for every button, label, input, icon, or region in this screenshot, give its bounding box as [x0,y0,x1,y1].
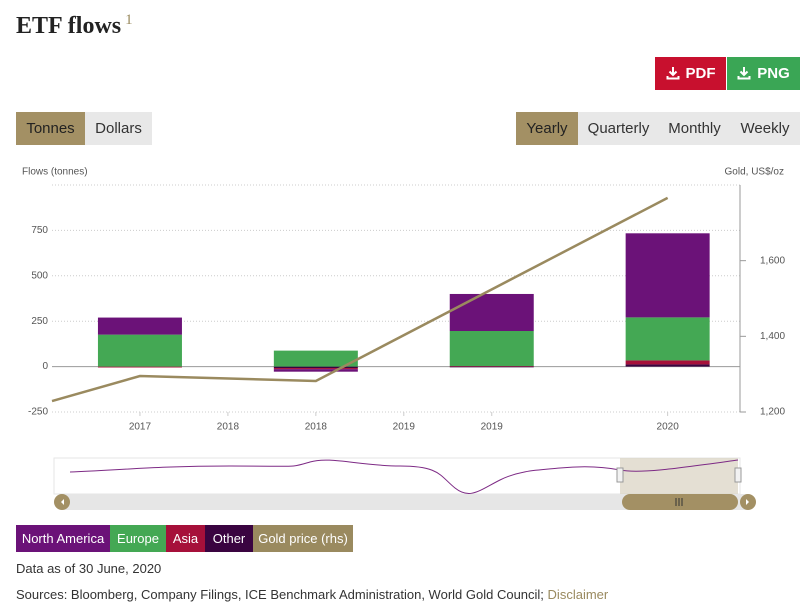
sources: Sources: Bloomberg, Company Filings, ICE… [16,587,608,602]
bar-segment [625,233,710,318]
pdf-button[interactable]: PDF [655,57,726,90]
y2-tick-label: 1,600 [760,255,785,266]
period-toggle[interactable]: Monthly [659,112,730,145]
legend-item[interactable]: Other [205,525,253,552]
bar-segment [273,368,358,370]
bar-segment [273,366,358,369]
y2-tick-label: 1,400 [760,331,785,342]
pdf-label: PDF [685,65,716,82]
x-tick-label: 2018 [305,422,328,433]
download-icon [666,67,679,80]
png-button[interactable]: PNG [727,57,800,90]
title-text: ETF flows [16,13,122,39]
navigator [53,457,756,510]
legend-item[interactable]: Europe [110,525,166,552]
x-tick-label: 2020 [657,422,680,433]
bar-segment [449,331,534,367]
y-tick-label: 500 [31,270,48,281]
bar-segment [97,366,182,368]
bar-segment [97,334,182,367]
bar-segment [625,317,710,361]
navigator-series [69,459,739,494]
scrollbar-thumb[interactable] [622,494,738,510]
data-note: Data as of 30 June, 2020 [16,561,162,576]
scrollbar-grip [675,498,683,506]
footnote-ref[interactable]: 1 [125,12,133,28]
navigator-handle[interactable] [616,467,624,483]
bar-segment [97,317,182,335]
y-tick-label: -250 [28,407,48,418]
y-tick-label: 750 [31,225,48,236]
x-tick-label: 2017 [129,422,152,433]
bar-segment [625,360,710,365]
legend-item[interactable]: North America [16,525,110,552]
unit-toggle[interactable]: Tonnes [16,112,85,145]
legend-item[interactable]: Asia [166,525,205,552]
x-tick-label: 2019 [393,422,416,433]
title: ETF flows 1 [16,12,133,40]
arrow [61,499,64,505]
x-tick-label: 2019 [481,422,504,433]
period-toggle[interactable]: Weekly [730,112,800,145]
chart: Flows (tonnes) Gold, US$/oz -250 0 250 500 7… [22,167,785,510]
navigator-range[interactable] [620,458,738,494]
bar-segment [273,369,358,372]
x-tick-label: 2018 [217,422,240,433]
bar-segment [449,366,534,368]
bar-segment [449,293,534,332]
unit-toggle[interactable]: Dollars [85,112,152,145]
arrow [746,499,749,505]
bar-segment [625,364,710,367]
bar-segment [273,350,358,367]
png-label: PNG [757,65,790,82]
y-axis-title: Flows (tonnes) [22,167,88,178]
disclaimer-link[interactable]: Disclaimer [547,587,609,602]
download-icon [737,67,751,80]
legend-item[interactable]: Gold price (rhs) [253,525,353,552]
y-tick-label: 0 [42,361,48,372]
period-toggle[interactable]: Quarterly [578,112,659,145]
y-tick-label: 250 [31,316,48,327]
bar-segment [449,366,534,367]
scrollbar-track[interactable] [62,494,748,510]
y2-tick-label: 1,200 [760,407,785,418]
sources-text: Sources: Bloomberg, Company Filings, ICE… [16,587,544,602]
period-toggle[interactable]: Yearly [516,112,578,145]
y2-axis-title: Gold, US$/oz [725,167,784,178]
gold-line [51,196,669,403]
navigator-handle[interactable] [734,467,742,483]
